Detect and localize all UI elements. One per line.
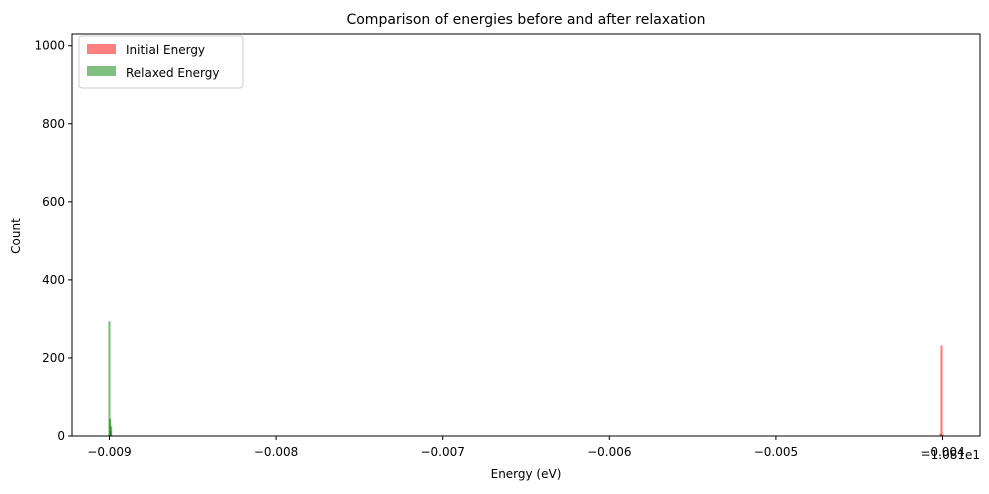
- chart-title: Comparison of energies before and after …: [346, 12, 705, 28]
- x-tick-label: −0.006: [587, 445, 631, 459]
- legend-frame: [78, 35, 244, 89]
- y-axis-label: Count: [9, 218, 23, 254]
- y-tick-label: 0: [57, 429, 65, 443]
- legend-label-relaxed-energy: Relaxed Energy: [126, 66, 219, 80]
- x-tick-label: −0.008: [254, 445, 298, 459]
- x-tick-label: −0.004: [920, 445, 964, 459]
- x-tick-label: −0.005: [754, 445, 798, 459]
- y-tick-label: 400: [42, 273, 65, 287]
- x-tick-label: −0.009: [87, 445, 131, 459]
- legend-label-initial-energy: Initial Energy: [126, 43, 205, 57]
- x-axis-label: Energy (eV): [491, 467, 562, 481]
- histogram-bar-initial-energy: [940, 345, 943, 436]
- legend: Initial Energy Relaxed Energy: [78, 35, 244, 89]
- legend-swatch-initial-energy: [87, 44, 116, 54]
- y-tick-label: 1000: [34, 39, 65, 53]
- histogram-bar-initial-energy: [941, 434, 944, 436]
- y-tick-label: 600: [42, 195, 65, 209]
- y-tick-label: 200: [42, 351, 65, 365]
- histogram-bar-relaxed-energy: [110, 426, 113, 436]
- plot-area: [108, 321, 944, 436]
- x-tick-label: −0.007: [420, 445, 464, 459]
- axes: −0.009 −0.008 −0.007 −0.006 −0.005 −0.004 0 200…: [34, 33, 981, 459]
- x-axis-offset-label: −1.081e1: [921, 448, 980, 462]
- y-tick-label: 800: [42, 117, 65, 131]
- legend-swatch-relaxed-energy: [87, 66, 116, 76]
- axes-frame: [71, 33, 981, 437]
- histogram-bar-relaxed-energy: [108, 321, 111, 436]
